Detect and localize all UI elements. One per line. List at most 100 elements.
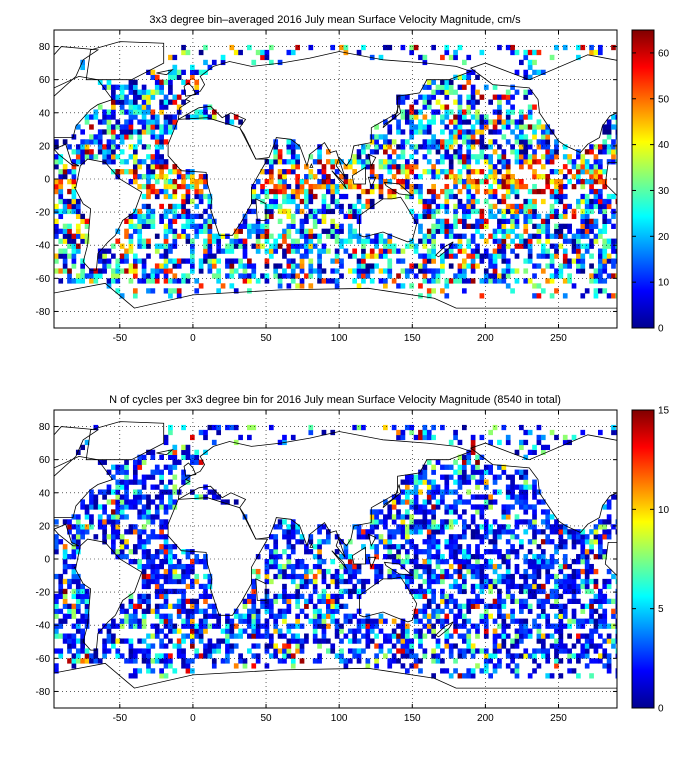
heatmap-cell bbox=[128, 243, 134, 249]
heatmap-cell bbox=[185, 568, 191, 575]
heatmap-cell bbox=[273, 593, 279, 600]
heatmap-cell bbox=[277, 554, 283, 560]
coastline bbox=[367, 176, 377, 189]
heatmap-cell bbox=[71, 568, 77, 575]
heatmap-cell bbox=[146, 183, 151, 190]
heatmap-cell bbox=[334, 608, 340, 614]
heatmap-cell bbox=[111, 514, 116, 520]
heatmap-cell bbox=[413, 263, 419, 269]
heatmap-cell bbox=[163, 278, 169, 284]
heatmap-cell bbox=[514, 514, 520, 520]
heatmap-cell bbox=[146, 608, 151, 614]
heatmap-cell bbox=[488, 469, 493, 475]
heatmap-cell bbox=[194, 278, 200, 284]
heatmap-cell bbox=[409, 504, 415, 510]
heatmap-cell bbox=[602, 534, 608, 540]
heatmap-cell bbox=[273, 573, 279, 580]
heatmap-cell bbox=[461, 74, 467, 80]
heatmap-cell bbox=[119, 94, 125, 100]
heatmap-cell bbox=[536, 529, 542, 535]
heatmap-cell bbox=[475, 243, 480, 249]
heatmap-cell bbox=[159, 84, 164, 90]
heatmap-cell bbox=[413, 124, 419, 130]
heatmap-cell bbox=[409, 638, 415, 644]
heatmap-cell bbox=[497, 524, 502, 530]
heatmap-cell bbox=[111, 84, 116, 90]
heatmap-cell bbox=[457, 198, 463, 205]
heatmap-cell bbox=[190, 559, 195, 565]
heatmap-cell bbox=[211, 263, 217, 269]
heatmap-cell bbox=[146, 633, 151, 639]
heatmap-cell bbox=[365, 273, 371, 279]
heatmap-cell bbox=[597, 198, 603, 205]
heatmap-cell bbox=[418, 563, 423, 570]
heatmap-cell bbox=[562, 588, 568, 595]
heatmap-cell bbox=[71, 233, 77, 239]
heatmap-cell bbox=[102, 159, 107, 165]
heatmap-cell bbox=[404, 554, 410, 560]
heatmap-cell bbox=[378, 164, 384, 170]
heatmap-cell bbox=[440, 474, 445, 480]
heatmap-cell bbox=[54, 154, 59, 160]
heatmap-cell bbox=[409, 424, 415, 431]
heatmap-cell bbox=[615, 628, 617, 634]
heatmap-cell bbox=[216, 648, 222, 654]
heatmap-cell bbox=[536, 159, 542, 165]
heatmap-cell bbox=[470, 434, 476, 441]
heatmap-cell bbox=[545, 618, 551, 624]
heatmap-cell bbox=[404, 183, 410, 190]
heatmap-cell bbox=[71, 258, 77, 264]
heatmap-cell bbox=[576, 154, 581, 160]
heatmap-cell bbox=[580, 243, 586, 249]
heatmap-cell bbox=[251, 618, 257, 624]
heatmap-cell bbox=[571, 653, 577, 659]
heatmap-cell bbox=[277, 613, 283, 619]
heatmap-cell bbox=[383, 519, 388, 525]
heatmap-cell bbox=[549, 233, 555, 239]
heatmap-cell bbox=[589, 643, 594, 649]
heatmap-cell bbox=[229, 258, 235, 264]
heatmap-cell bbox=[141, 114, 147, 120]
heatmap-cell bbox=[514, 554, 520, 560]
heatmap-cell bbox=[387, 188, 393, 195]
heatmap-cell bbox=[268, 213, 274, 220]
heatmap-cell bbox=[597, 268, 603, 274]
heatmap-cell bbox=[576, 44, 581, 51]
heatmap-cell bbox=[514, 668, 520, 674]
heatmap-cell bbox=[181, 563, 186, 570]
heatmap-cell bbox=[295, 193, 300, 200]
heatmap-cell bbox=[290, 529, 296, 535]
heatmap-cell bbox=[93, 494, 99, 500]
heatmap-cell bbox=[483, 499, 489, 505]
heatmap-cell bbox=[615, 273, 617, 279]
heatmap-cell bbox=[168, 479, 173, 485]
heatmap-cell bbox=[273, 653, 279, 659]
heatmap-cell bbox=[527, 573, 533, 580]
heatmap-cell bbox=[374, 183, 379, 190]
heatmap-cell bbox=[67, 578, 72, 585]
heatmap-cell bbox=[225, 648, 230, 654]
heatmap-cell bbox=[251, 208, 257, 215]
heatmap-cell bbox=[80, 534, 86, 540]
heatmap-cell bbox=[295, 283, 300, 289]
heatmap-cell bbox=[519, 139, 524, 145]
heatmap-cell bbox=[497, 474, 502, 480]
heatmap-cell bbox=[111, 159, 116, 165]
heatmap-cell bbox=[374, 124, 379, 130]
heatmap-cell bbox=[154, 243, 160, 249]
heatmap-cell bbox=[176, 653, 182, 659]
heatmap-cell bbox=[132, 504, 138, 510]
heatmap-cell bbox=[505, 174, 511, 180]
heatmap-cell bbox=[391, 658, 397, 664]
heatmap-cell bbox=[505, 663, 511, 669]
heatmap-cell bbox=[159, 203, 164, 210]
heatmap-cell bbox=[150, 484, 156, 490]
heatmap-cell bbox=[216, 288, 222, 294]
heatmap-cell bbox=[334, 578, 340, 585]
heatmap-cell bbox=[304, 638, 309, 644]
heatmap-cell bbox=[207, 64, 213, 71]
heatmap-cell bbox=[150, 529, 156, 535]
heatmap-cell bbox=[80, 238, 86, 244]
heatmap-cell bbox=[431, 213, 436, 220]
